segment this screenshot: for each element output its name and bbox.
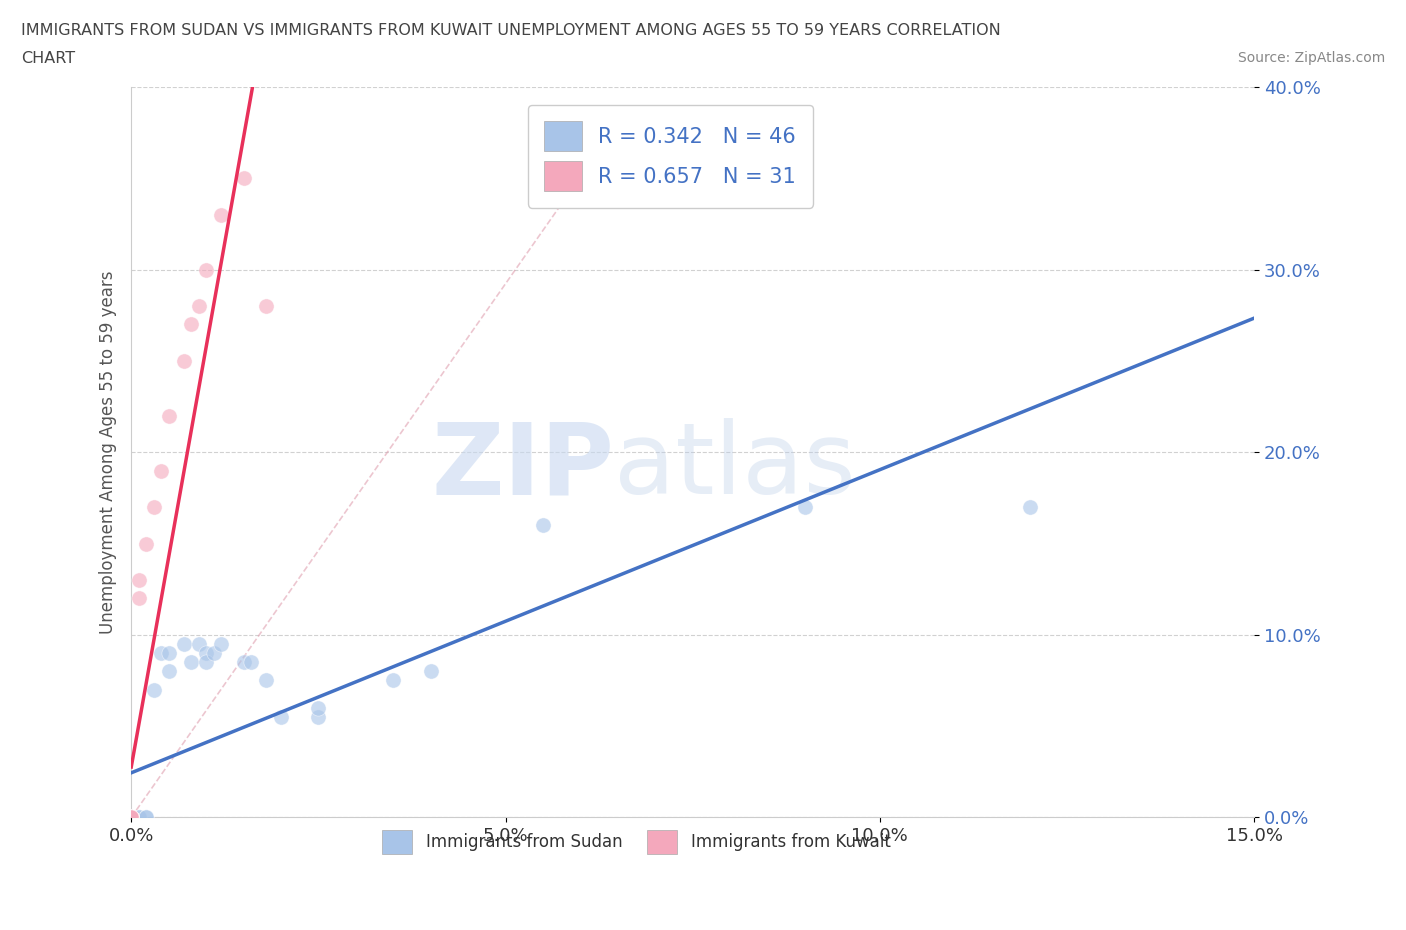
Point xyxy=(120,810,142,825)
Point xyxy=(135,810,157,825)
Point xyxy=(128,573,150,588)
Point xyxy=(187,299,209,313)
Point xyxy=(120,810,142,825)
Point xyxy=(120,810,142,825)
Point xyxy=(142,499,165,514)
Point xyxy=(120,810,142,825)
Text: Source: ZipAtlas.com: Source: ZipAtlas.com xyxy=(1237,51,1385,65)
Point xyxy=(135,536,157,551)
Text: CHART: CHART xyxy=(21,51,75,66)
Point xyxy=(135,810,157,825)
Point xyxy=(794,499,817,514)
Point xyxy=(120,810,142,825)
Point xyxy=(120,810,142,825)
Point xyxy=(120,810,142,825)
Point xyxy=(120,810,142,825)
Point xyxy=(128,591,150,605)
Point xyxy=(232,655,254,670)
Point xyxy=(531,518,554,533)
Point xyxy=(120,810,142,825)
Point xyxy=(180,655,202,670)
Point xyxy=(120,810,142,825)
Point xyxy=(120,810,142,825)
Point xyxy=(150,645,173,660)
Point xyxy=(120,810,142,825)
Point xyxy=(254,299,277,313)
Point xyxy=(254,673,277,688)
Point xyxy=(195,645,218,660)
Point xyxy=(142,683,165,698)
Point xyxy=(307,710,329,724)
Point xyxy=(150,463,173,478)
Point xyxy=(382,673,405,688)
Point xyxy=(120,810,142,825)
Point xyxy=(195,262,218,277)
Point xyxy=(120,810,142,825)
Point xyxy=(240,655,263,670)
Point xyxy=(120,810,142,825)
Point xyxy=(120,810,142,825)
Point xyxy=(157,664,180,679)
Point xyxy=(120,810,142,825)
Point xyxy=(307,700,329,715)
Legend: Immigrants from Sudan, Immigrants from Kuwait: Immigrants from Sudan, Immigrants from K… xyxy=(375,823,897,860)
Point xyxy=(120,810,142,825)
Point xyxy=(202,645,225,660)
Point xyxy=(419,664,441,679)
Point xyxy=(120,810,142,825)
Point xyxy=(120,810,142,825)
Point xyxy=(120,810,142,825)
Point xyxy=(120,810,142,825)
Point xyxy=(120,810,142,825)
Point xyxy=(195,655,218,670)
Point xyxy=(120,810,142,825)
Point xyxy=(120,810,142,825)
Text: IMMIGRANTS FROM SUDAN VS IMMIGRANTS FROM KUWAIT UNEMPLOYMENT AMONG AGES 55 TO 59: IMMIGRANTS FROM SUDAN VS IMMIGRANTS FROM… xyxy=(21,23,1001,38)
Point xyxy=(1018,499,1040,514)
Point xyxy=(209,207,232,222)
Point xyxy=(128,810,150,825)
Point xyxy=(120,810,142,825)
Point xyxy=(120,810,142,825)
Point xyxy=(128,810,150,825)
Point xyxy=(120,810,142,825)
Point xyxy=(120,810,142,825)
Point xyxy=(232,171,254,186)
Text: ZIP: ZIP xyxy=(432,418,614,515)
Point xyxy=(120,810,142,825)
Point xyxy=(187,636,209,651)
Point xyxy=(120,810,142,825)
Point xyxy=(120,810,142,825)
Point xyxy=(173,636,195,651)
Point xyxy=(270,710,292,724)
Point xyxy=(157,408,180,423)
Point xyxy=(120,810,142,825)
Point xyxy=(120,810,142,825)
Point xyxy=(157,645,180,660)
Point xyxy=(209,636,232,651)
Point xyxy=(120,810,142,825)
Point xyxy=(180,317,202,332)
Text: atlas: atlas xyxy=(614,418,856,515)
Y-axis label: Unemployment Among Ages 55 to 59 years: Unemployment Among Ages 55 to 59 years xyxy=(100,271,117,634)
Point xyxy=(120,810,142,825)
Point xyxy=(173,353,195,368)
Point xyxy=(120,810,142,825)
Point xyxy=(120,810,142,825)
